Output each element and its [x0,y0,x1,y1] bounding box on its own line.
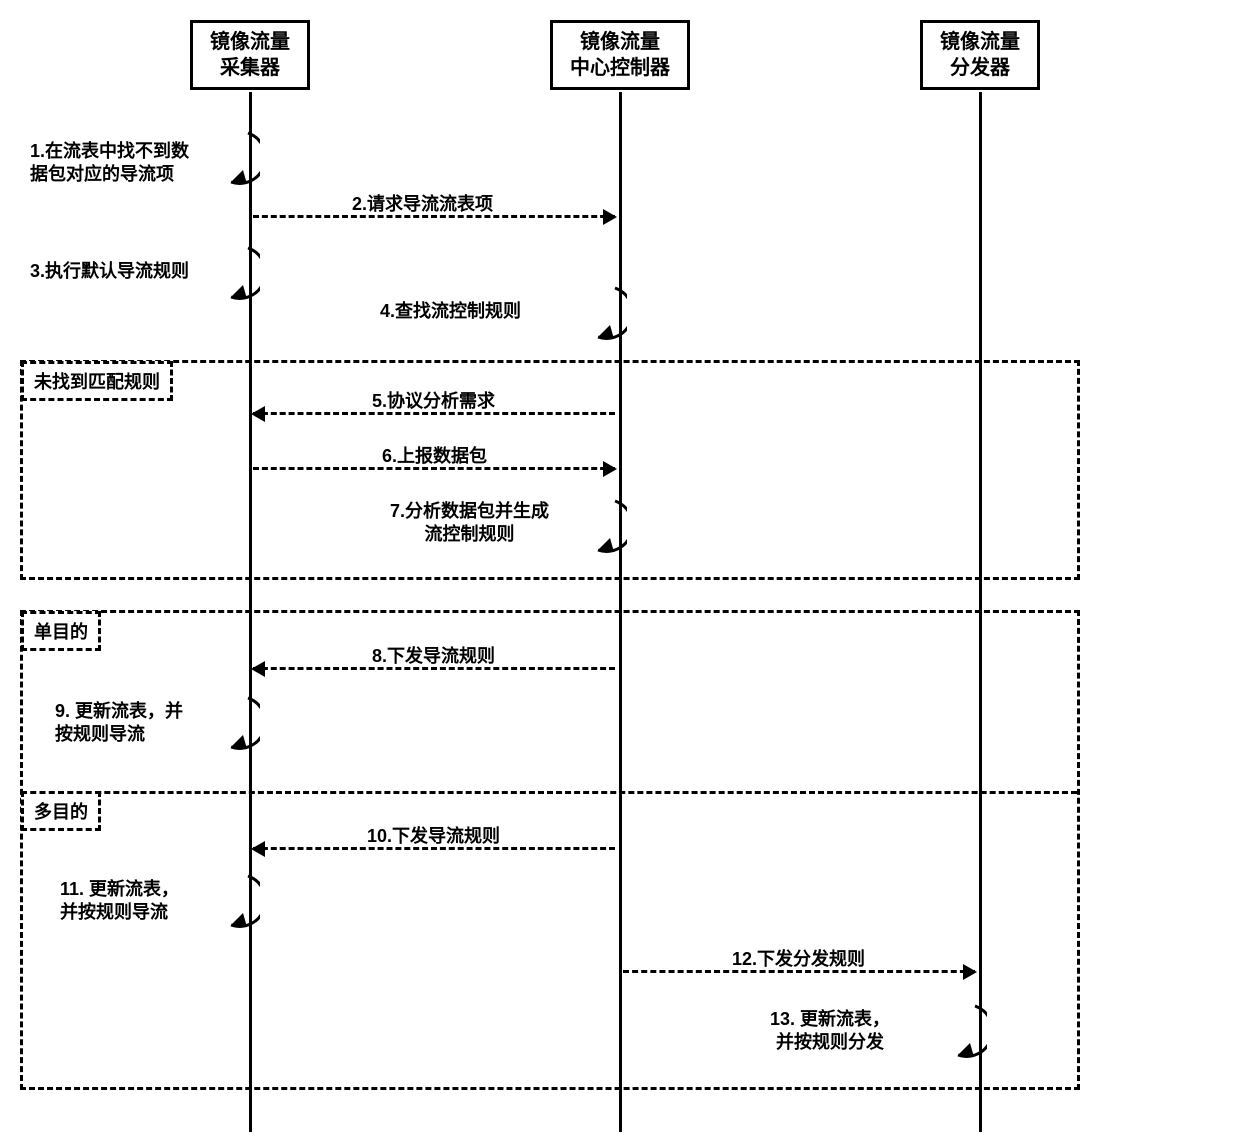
msg10-label: 10.下发导流规则 [365,822,502,848]
msg10-arrow [253,847,615,850]
msg5-label: 5.协议分析需求 [370,387,497,413]
msg11-label: 11. 更新流表， 并按规则导流 [60,878,179,925]
fragment-nomatch-tag: 未找到匹配规则 [21,361,173,401]
msg2-arrow [253,215,615,218]
participant-controller: 镜像流量 中心控制器 [550,20,690,90]
participant-label: 采集器 [220,55,280,81]
msg3-label: 3.执行默认导流规则 [30,260,189,283]
msg3-self-loop [195,245,260,305]
participant-dispatcher: 镜像流量 分发器 [920,20,1040,90]
msg8-label: 8.下发导流规则 [370,642,497,668]
msg4-label: 4.查找流控制规则 [380,300,521,323]
fragment-nomatch: 未找到匹配规则 [20,360,1080,580]
participant-label: 镜像流量 [580,29,660,55]
msg11-self-loop [195,873,260,933]
msg7-self-loop [562,498,627,558]
msg8-arrow [253,667,615,670]
fragment-separator [23,791,1077,794]
msg13-label: 13. 更新流表， 并按规则分发 [770,1008,890,1055]
fragment-tag-multi: 多目的 [21,791,101,831]
msg12-arrow [623,970,975,973]
msg6-label: 6.上报数据包 [380,442,489,468]
msg2-label: 2.请求导流流表项 [350,190,495,216]
msg5-arrow [253,412,615,415]
sequence-diagram-canvas: 镜像流量 采集器 镜像流量 中心控制器 镜像流量 分发器 1.在流表中找不到数 … [0,0,1240,1136]
fragment-tag-single: 单目的 [21,611,101,651]
msg4-self-loop [562,285,627,345]
participant-label: 中心控制器 [570,55,670,81]
participant-label: 镜像流量 [210,29,290,55]
msg12-label: 12.下发分发规则 [730,945,867,971]
fragment-destination: 单目的 多目的 [20,610,1080,1090]
msg6-arrow [253,467,615,470]
msg1-label: 1.在流表中找不到数 据包对应的导流项 [30,140,189,187]
msg9-label: 9. 更新流表，并 按规则导流 [55,700,183,747]
participant-collector: 镜像流量 采集器 [190,20,310,90]
participant-label: 分发器 [950,55,1010,81]
msg13-self-loop [922,1003,987,1063]
msg1-self-loop [195,130,260,190]
participant-label: 镜像流量 [940,29,1020,55]
msg9-self-loop [195,695,260,755]
msg7-label: 7.分析数据包并生成 流控制规则 [390,500,549,547]
